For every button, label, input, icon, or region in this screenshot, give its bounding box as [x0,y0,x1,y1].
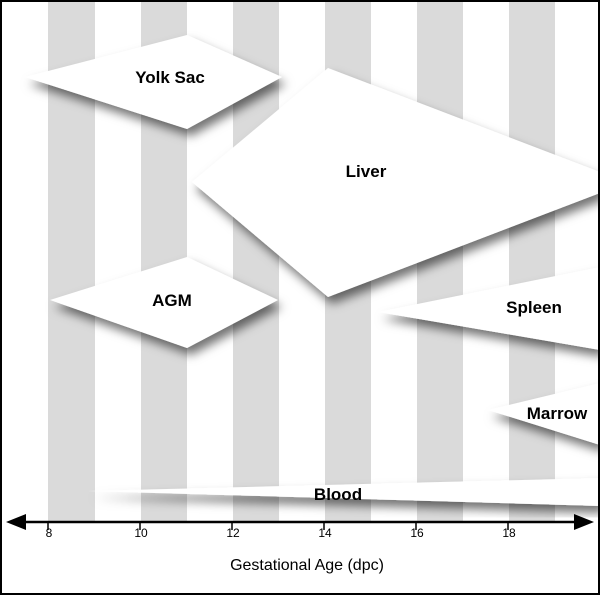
blood-label: Blood [314,485,362,504]
marrow-label: Marrow [527,404,588,423]
yolk-sac-label: Yolk Sac [135,68,205,87]
x-tick-label-12: 12 [226,526,240,540]
stripe-day-16 [417,0,463,522]
organ-marrow: Marrow [488,383,600,445]
blood-shape [88,478,600,506]
x-axis-title: Gestational Age (dpc) [230,557,384,574]
liver-shape [192,68,600,297]
organ-blood: Blood [88,478,600,506]
x-axis: 8 10 12 14 16 18 Gestational Age (dpc) [6,514,594,574]
x-axis-left-arrow-icon [6,514,26,530]
x-tick-label-16: 16 [410,526,424,540]
x-tick-label-8: 8 [46,526,53,540]
x-axis-ticks: 8 10 12 14 16 18 [46,522,516,540]
agm-label: AGM [152,291,192,310]
liver-label: Liver [346,162,387,181]
stripe-day-18 [509,0,555,522]
organ-yolk-sac: Yolk Sac [25,35,282,129]
spleen-label: Spleen [506,298,562,317]
x-tick-label-10: 10 [134,526,148,540]
agm-shape [50,257,278,348]
spleen-shape [378,267,600,350]
yolk-sac-shape [25,35,282,129]
marrow-shape [488,383,600,445]
organ-liver: Liver [192,68,600,297]
organ-agm: AGM [50,257,278,348]
x-axis-right-arrow-icon [574,514,594,530]
x-tick-label-18: 18 [502,526,516,540]
x-tick-label-14: 14 [318,526,332,540]
organ-spleen: Spleen [378,267,600,350]
